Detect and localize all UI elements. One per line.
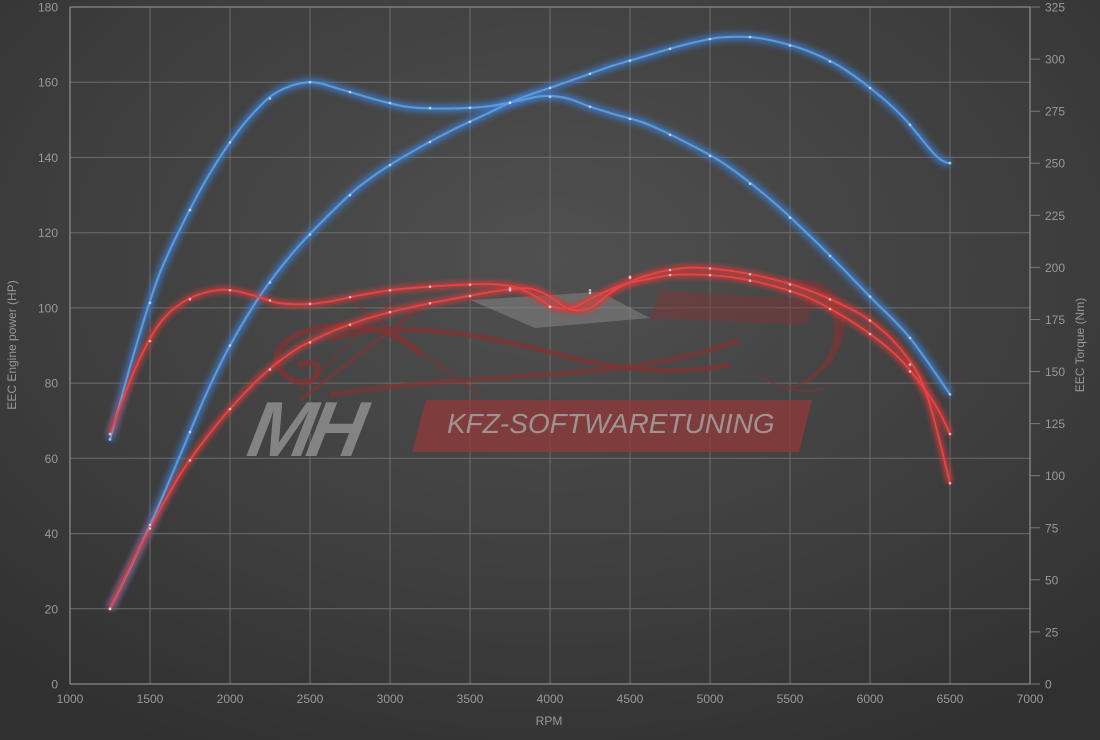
svg-text:125: 125 — [1045, 417, 1065, 431]
svg-text:5500: 5500 — [777, 692, 804, 706]
svg-text:EEC Torque (Nm): EEC Torque (Nm) — [1073, 298, 1087, 392]
svg-text:225: 225 — [1045, 209, 1065, 223]
svg-text:80: 80 — [45, 377, 59, 391]
svg-text:3500: 3500 — [457, 692, 484, 706]
svg-text:300: 300 — [1045, 53, 1065, 67]
svg-text:1000: 1000 — [57, 692, 84, 706]
svg-text:EEC Engine power (HP): EEC Engine power (HP) — [5, 280, 19, 409]
svg-text:100: 100 — [38, 301, 58, 315]
svg-text:7000: 7000 — [1017, 692, 1044, 706]
svg-text:40: 40 — [45, 527, 59, 541]
svg-text:325: 325 — [1045, 1, 1065, 15]
svg-text:75: 75 — [1045, 521, 1059, 535]
svg-text:4500: 4500 — [617, 692, 644, 706]
svg-text:60: 60 — [45, 452, 59, 466]
svg-text:5000: 5000 — [697, 692, 724, 706]
svg-text:150: 150 — [1045, 365, 1065, 379]
svg-text:200: 200 — [1045, 261, 1065, 275]
svg-text:120: 120 — [38, 226, 58, 240]
svg-text:50: 50 — [1045, 573, 1059, 587]
svg-text:3000: 3000 — [377, 692, 404, 706]
svg-text:6000: 6000 — [857, 692, 884, 706]
svg-text:160: 160 — [38, 76, 58, 90]
svg-text:2500: 2500 — [297, 692, 324, 706]
svg-text:180: 180 — [38, 1, 58, 15]
svg-text:2000: 2000 — [217, 692, 244, 706]
svg-text:100: 100 — [1045, 469, 1065, 483]
svg-text:4000: 4000 — [537, 692, 564, 706]
svg-text:250: 250 — [1045, 157, 1065, 171]
svg-text:25: 25 — [1045, 625, 1059, 639]
svg-text:175: 175 — [1045, 313, 1065, 327]
svg-text:275: 275 — [1045, 105, 1065, 119]
svg-text:0: 0 — [1045, 678, 1052, 692]
svg-text:1500: 1500 — [137, 692, 164, 706]
svg-text:KFZ-SOFTWARETUNING: KFZ-SOFTWARETUNING — [447, 408, 775, 439]
svg-text:6500: 6500 — [937, 692, 964, 706]
svg-text:0: 0 — [51, 678, 58, 692]
svg-text:140: 140 — [38, 151, 58, 165]
svg-text:20: 20 — [45, 602, 59, 616]
svg-text:RPM: RPM — [536, 714, 563, 728]
